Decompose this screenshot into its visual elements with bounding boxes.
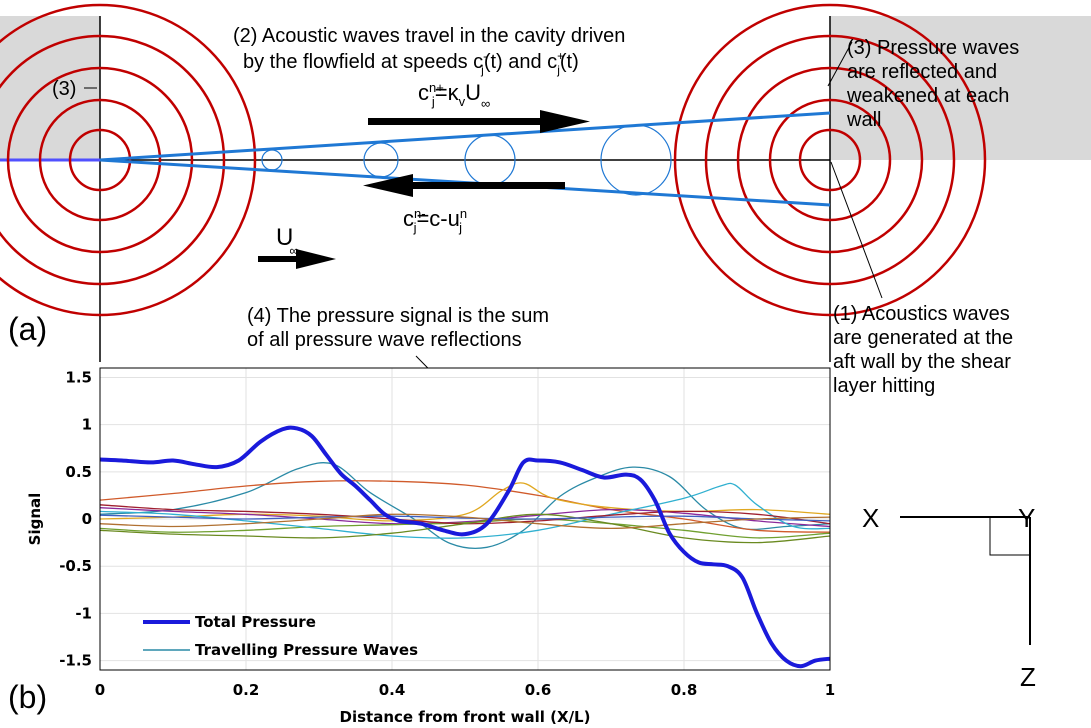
aft-wall-shading — [830, 16, 1091, 160]
travelling-wave-line — [100, 513, 830, 530]
aft-wall-wave-ring — [673, 3, 987, 317]
annotation-line: weakened at each — [846, 85, 1009, 107]
aft-wall-wave-ring — [736, 66, 924, 254]
panel-a-label: (a) — [8, 311, 47, 347]
aft-wall-wave-ring — [704, 34, 956, 286]
annotation-2-line1: (2) Acoustic waves travel in the cavity … — [233, 25, 625, 47]
wave-bubble — [600, 124, 672, 196]
y-tick-label: -1.5 — [59, 652, 92, 670]
front-wall-wave-ring — [68, 128, 132, 192]
total-pressure-line — [100, 425, 830, 669]
x-axis-label: Distance from front wall (X/L) — [340, 708, 591, 726]
y-tick-label: 0 — [82, 510, 92, 528]
front-wall-wave-ring — [0, 3, 257, 317]
travelling-wave-line — [100, 518, 830, 539]
travelling-wave-line — [100, 482, 830, 539]
signal-traces — [100, 425, 830, 669]
legend: Total Pressure Travelling Pressure Waves — [143, 613, 418, 659]
acoustic-wave-beams — [99, 111, 831, 207]
aft-wall-wave-ring — [768, 98, 892, 222]
wave-bubble — [261, 149, 283, 171]
panel-b: 0 0.2 0.4 0.6 0.8 1 1.5 1 0.5 0 -0.5 -1 -1.5 Distan… — [8, 367, 835, 726]
annotation-line: (3) Pressure waves — [847, 37, 1019, 59]
forward-wave-arrow — [368, 110, 590, 133]
y-tick-label: 1.5 — [65, 368, 92, 386]
y-axis-glyph-label: Y — [1018, 503, 1035, 533]
aft-wall-wave-ring — [798, 128, 862, 192]
x-tick-label: 0.8 — [671, 681, 698, 699]
legend-label-waves: Travelling Pressure Waves — [195, 641, 418, 659]
x-tick-labels: 0 0.2 0.4 0.6 0.8 1 — [95, 681, 835, 699]
annotation-line: wall — [846, 109, 881, 131]
annotation-1-leader — [830, 161, 883, 299]
y-axis-label: Signal — [26, 493, 44, 546]
upper-wave-beam — [99, 111, 831, 162]
right-angle-marker — [989, 517, 1030, 556]
forward-speed-equation: cn+ j=κvU∞ — [418, 80, 490, 111]
grid — [99, 368, 831, 670]
annotation-line: are reflected and — [847, 61, 997, 83]
travelling-wave-line — [100, 514, 830, 522]
plot-frame — [99, 367, 831, 671]
front-wall-wave-ring — [6, 66, 194, 254]
annotation-3-right-leader — [827, 41, 853, 87]
y-tick-labels: 1.5 1 0.5 0 -0.5 -1 -1.5 — [59, 368, 92, 669]
panel-b-label: (b) — [8, 679, 47, 715]
x-tick-label: 1 — [825, 681, 835, 699]
annotation-line: of all pressure wave reflections — [247, 329, 522, 351]
y-tick-label: -1 — [75, 604, 92, 622]
y-tick-label: 1 — [82, 416, 92, 434]
x-axis-glyph-label: X — [862, 503, 879, 533]
wave-bubble — [363, 142, 399, 178]
x-tick-label: 0.4 — [379, 681, 406, 699]
freestream-label: U∞ — [276, 224, 299, 258]
travelling-wave-line — [100, 507, 830, 528]
panel-a: cn+ j=κvU∞ cn-j=c-un j U∞ (2) Acoustic wav… — [0, 3, 1091, 476]
x-tick-label: 0 — [95, 681, 105, 699]
z-axis-glyph-label: Z — [1020, 662, 1036, 692]
legend-label-total: Total Pressure — [195, 613, 316, 631]
x-tick-label: 0.2 — [233, 681, 260, 699]
annotation-line: aft wall by the shear — [833, 351, 1011, 373]
annotation-2-line2: by the flowfield at speeds c-j(t) and c+… — [243, 49, 579, 77]
annotation-line: (1) Acoustics waves — [833, 303, 1010, 325]
front-wall-wave-ring — [0, 34, 226, 286]
freestream-arrow — [258, 249, 336, 269]
travelling-wave-line — [100, 513, 830, 544]
front-wall-wave-ring — [38, 98, 162, 222]
annotation-line: (4) The pressure signal is the sum — [247, 305, 549, 327]
y-tick-label: 0.5 — [65, 463, 92, 481]
x-tick-label: 0.6 — [525, 681, 552, 699]
annotation-3-left: (3) — [52, 78, 76, 100]
reflected-wave-rings — [0, 3, 987, 317]
annotation-line: are generated at the — [833, 327, 1013, 349]
backward-speed-equation: cn-j=c-un j — [403, 206, 467, 235]
annotation-line: layer hitting — [833, 375, 935, 397]
backward-wave-arrow — [363, 174, 565, 197]
y-tick-label: -0.5 — [59, 557, 92, 575]
coordinate-axes-glyph: X Y Z — [862, 503, 1036, 692]
